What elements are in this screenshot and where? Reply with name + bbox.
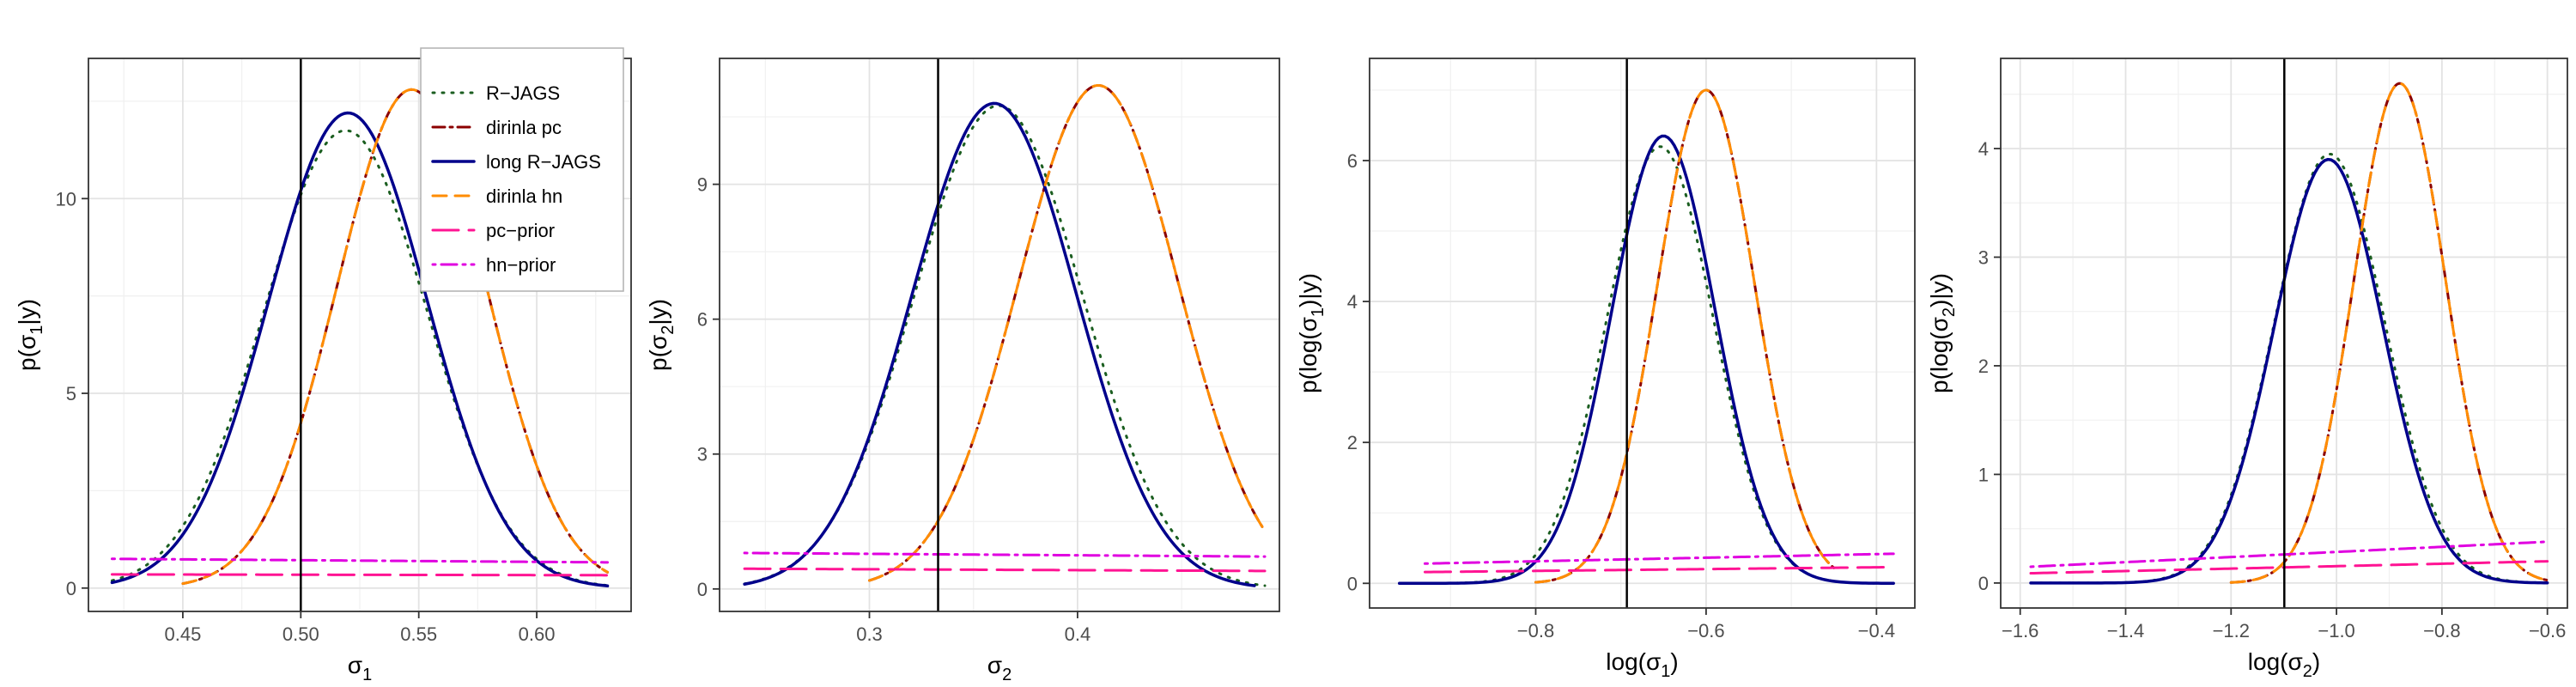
legend-label: hn−prior — [486, 254, 556, 276]
x-axis-label: σ1 — [348, 652, 372, 684]
y-tick-label: 4 — [1347, 291, 1358, 313]
panel-border — [1369, 58, 1916, 609]
y-tick-label: 0 — [66, 578, 76, 599]
y-axis-label-pre: p(log(σ — [1295, 317, 1321, 393]
x-axis-label-post: ) — [1670, 648, 1678, 675]
legend-label: R−JAGS — [486, 82, 560, 104]
x-tick-label: −0.4 — [1858, 620, 1895, 641]
x-tick-label: 0.50 — [283, 623, 319, 645]
series-line — [2029, 540, 2549, 568]
plot-marks — [1397, 58, 1895, 608]
x-tick-label: 0.45 — [164, 623, 201, 645]
panel-border — [88, 58, 632, 612]
y-tick-label: 3 — [1978, 246, 1989, 268]
y-axis-label-post: )|y) — [1295, 273, 1321, 307]
plot-marks — [2029, 58, 2549, 608]
y-tick-label: 3 — [697, 444, 708, 465]
x-axis-label-sub: 1 — [1661, 662, 1670, 681]
y-axis-label-sub: 1 — [1309, 307, 1327, 317]
series-line — [1423, 552, 1895, 565]
x-tick-label: −0.8 — [2423, 620, 2460, 641]
x-axis-label: σ2 — [987, 652, 1012, 684]
y-tick-label: 10 — [56, 188, 76, 210]
legend-label: pc−prior — [486, 220, 555, 241]
x-tick-label: −1.0 — [2318, 620, 2354, 641]
x-axis-label-sub: 2 — [2303, 662, 2312, 681]
y-tick-label: 6 — [1347, 150, 1358, 172]
y-tick-label: 2 — [1347, 432, 1358, 453]
legend-box — [420, 47, 624, 292]
x-tick-label: 0.60 — [519, 623, 556, 645]
x-tick-label: 0.3 — [856, 623, 883, 645]
y-tick-label: 0 — [697, 579, 708, 600]
y-axis-label-sub: 1 — [27, 325, 46, 335]
series-line — [181, 88, 610, 586]
series-line — [110, 129, 610, 587]
series-line — [743, 551, 1267, 558]
series-line — [1397, 134, 1895, 586]
x-axis-label-base: σ — [348, 652, 362, 678]
x-axis-label-sub: 2 — [1002, 666, 1012, 684]
legend: R−JAGS dirinla pc long R−JAGS dirinla hn pc−… — [420, 47, 624, 292]
series-line — [2029, 157, 2549, 585]
y-tick-label: 2 — [1978, 356, 1989, 377]
series-line — [2029, 560, 2549, 575]
y-axis-label-post: |y) — [14, 299, 40, 325]
y-axis-label-pre: p(σ — [14, 335, 40, 371]
y-axis-label-post: )|y) — [1926, 273, 1953, 307]
x-tick-label: 0.4 — [1065, 623, 1091, 645]
plot-marks — [743, 58, 1267, 611]
x-axis-label-base: log(σ — [2248, 648, 2303, 675]
x-axis-label-sub: 1 — [362, 666, 372, 684]
y-tick-label: 9 — [697, 174, 708, 196]
series-line — [743, 101, 1256, 587]
y-axis-label-sub: 2 — [1940, 307, 1959, 317]
y-tick-label: 0 — [1978, 573, 1989, 594]
y-tick-label: 0 — [1347, 573, 1358, 594]
y-axis-label: p(σ1|y) — [14, 299, 46, 371]
series-line — [1423, 565, 1895, 574]
x-tick-label: −0.6 — [1687, 620, 1724, 641]
y-tick-label: 1 — [1978, 464, 1989, 485]
y-tick-label: 6 — [697, 309, 708, 331]
panel-4: −1.6 −1.4 −1.2 −1.0 −0.8 −0.601234log(σ2)p(lo… — [1926, 58, 2568, 681]
x-tick-label: −1.2 — [2213, 620, 2250, 641]
plot-area — [1370, 58, 1915, 608]
x-axis-label-base: σ — [987, 652, 1002, 678]
x-axis-label-base: log(σ — [1606, 648, 1661, 675]
series-line — [868, 83, 1267, 582]
series-line — [743, 104, 1267, 587]
x-axis-label: log(σ1) — [1606, 648, 1678, 681]
x-tick-label: −1.6 — [2002, 620, 2038, 641]
panel-border — [2000, 58, 2568, 609]
y-axis-label: p(log(σ2)|y) — [1926, 273, 1959, 393]
y-axis-label-post: |y) — [645, 299, 671, 325]
series-line — [110, 557, 610, 564]
y-axis-label: p(log(σ1)|y) — [1295, 273, 1327, 393]
x-axis-label: log(σ2) — [2248, 648, 2320, 681]
panel-border — [719, 58, 1280, 612]
series-line — [743, 567, 1267, 573]
legend-label: long R−JAGS — [486, 151, 601, 173]
plot-marks — [110, 58, 610, 611]
legend-label: dirinla hn — [486, 185, 562, 207]
y-axis-label-pre: p(log(σ — [1926, 317, 1953, 393]
plot-area — [720, 58, 1279, 611]
x-axis-label-post: ) — [2312, 648, 2320, 675]
y-tick-label: 5 — [66, 383, 76, 404]
y-axis-label-sub: 2 — [659, 325, 677, 335]
series-line — [110, 111, 610, 588]
x-tick-label: −1.4 — [2107, 620, 2144, 641]
y-axis-label: p(σ2|y) — [645, 299, 677, 371]
x-tick-label: −0.8 — [1517, 620, 1554, 641]
legend-label: dirinla pc — [486, 117, 562, 138]
y-tick-label: 4 — [1978, 138, 1989, 160]
series-line — [868, 83, 1267, 582]
y-axis-label-pre: p(σ — [645, 335, 671, 371]
x-tick-label: −0.6 — [2529, 620, 2566, 641]
x-tick-label: 0.55 — [400, 623, 437, 645]
